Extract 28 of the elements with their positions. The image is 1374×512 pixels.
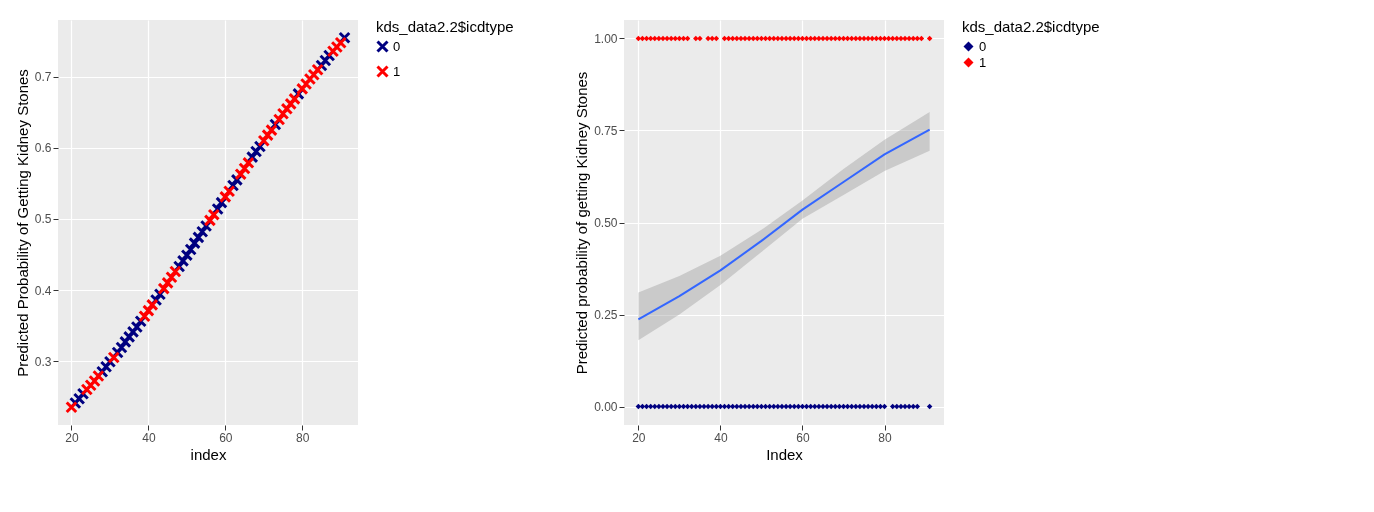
y-axis-title: Predicted probability of getting Kidney Stones <box>573 71 591 375</box>
y-tick-label: 0.75 <box>594 123 618 138</box>
legend-label: 1 <box>979 54 987 70</box>
y-tick-label: 1.00 <box>594 31 618 46</box>
x-tick-label: 40 <box>142 430 156 445</box>
y-tick-label: 0.25 <box>594 308 618 323</box>
legend-label: 0 <box>393 38 401 54</box>
legend-label: 1 <box>393 63 401 79</box>
legend-title: kds_data2.2$icdtype <box>962 18 1100 35</box>
y-tick-label: 0.5 <box>34 212 52 227</box>
y-tick-label: 0.00 <box>594 400 618 415</box>
y-tick-label: 0.3 <box>34 354 52 369</box>
x-tick-label: 40 <box>714 430 728 445</box>
x-tick-label: 20 <box>632 430 646 445</box>
x-tick-label: 60 <box>219 430 233 445</box>
y-axis-title: Predicted Probability of Getting Kidney Stones <box>13 69 31 377</box>
y-tick-label: 0.7 <box>34 70 52 85</box>
y-tick-label: 0.6 <box>34 141 52 156</box>
x-tick-label: 80 <box>878 430 893 445</box>
y-tick-label: 0.50 <box>594 216 618 230</box>
x-tick-label: 20 <box>65 430 79 445</box>
x-axis-title: index <box>190 445 227 463</box>
y-tick-label: 0.4 <box>34 283 52 298</box>
legend-label: 0 <box>979 38 987 54</box>
x-tick-label: 60 <box>796 430 810 445</box>
x-tick-label: 80 <box>296 430 310 445</box>
x-axis-title: Index <box>766 445 804 463</box>
legend-title: kds_data2.2$icdtype <box>376 18 514 35</box>
